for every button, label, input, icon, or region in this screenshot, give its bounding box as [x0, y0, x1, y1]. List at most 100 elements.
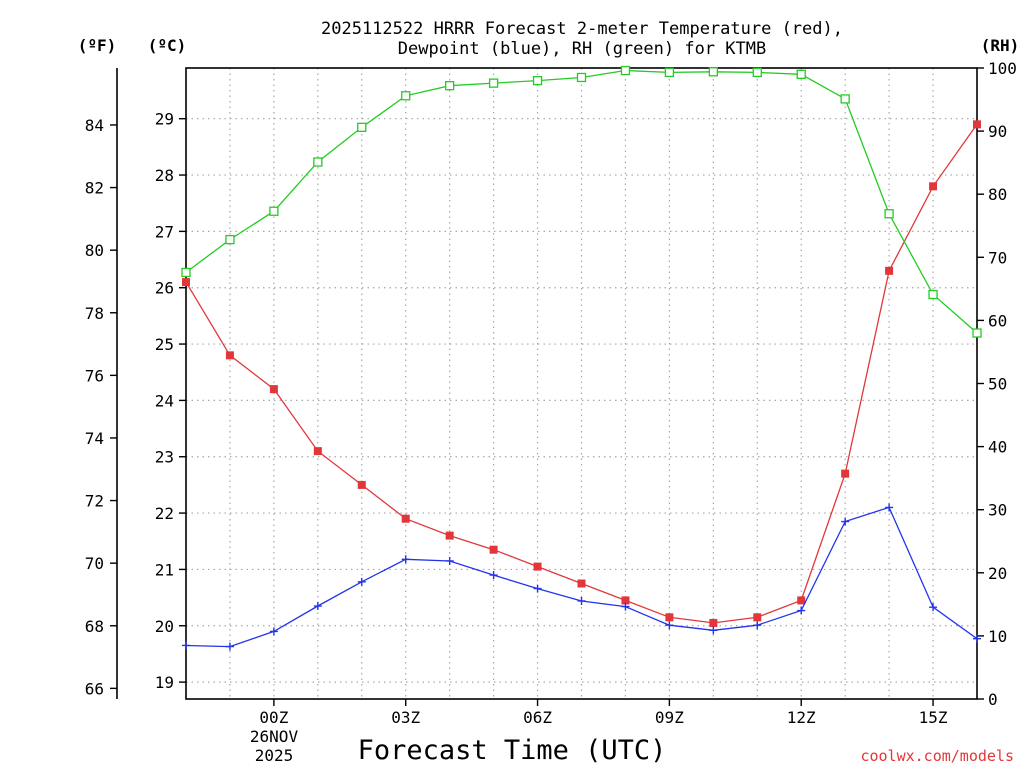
- temperature-point: [401, 514, 410, 523]
- dewpoint-point: [533, 584, 542, 593]
- rh-tick-label: 60: [988, 311, 1007, 330]
- x-tick-label: 09Z: [655, 708, 684, 727]
- fahrenheit-tick-label: 68: [85, 617, 104, 636]
- fahrenheit-tick-label: 72: [85, 492, 104, 511]
- temperature-point: [313, 447, 322, 456]
- temperature-point: [225, 351, 234, 360]
- axes: 66 68 70 72 74 76 78 80 82 84 19 20 21 22 23 24 25 26 27 28…: [85, 59, 1017, 727]
- celsius-tick-label: 25: [155, 335, 174, 354]
- rh-tick-label: 50: [988, 375, 1007, 394]
- x-tick-label: 12Z: [787, 708, 816, 727]
- celsius-tick-label: 22: [155, 504, 174, 523]
- rh-tick-label: 10: [988, 627, 1007, 646]
- rh-point: [576, 72, 587, 83]
- celsius-tick-label: 29: [155, 110, 174, 129]
- dewpoint-point: [225, 642, 234, 651]
- rh-point: [884, 209, 894, 219]
- dewpoint-point: [753, 621, 762, 630]
- temperature-point: [533, 562, 542, 571]
- rh-point: [664, 67, 675, 78]
- dewpoint-point: [357, 577, 366, 586]
- x-tick-label: 03Z: [391, 708, 420, 727]
- chart-title-line-1: 2025112522 HRRR Forecast 2-meter Tempera…: [321, 19, 843, 39]
- fahrenheit-unit-label: (ºF): [78, 36, 117, 55]
- dewpoint-point: [445, 556, 454, 565]
- temperature-point: [621, 596, 630, 605]
- fahrenheit-tick-label: 74: [85, 429, 104, 448]
- fahrenheit-tick-label: 78: [85, 304, 104, 323]
- rh-point: [972, 328, 982, 338]
- temperature-point: [929, 182, 938, 191]
- rh-point: [401, 91, 411, 101]
- rh-tick-label: 90: [988, 122, 1007, 141]
- dewpoint-point: [841, 517, 850, 526]
- fahrenheit-tick-label: 76: [85, 366, 104, 385]
- temperature-point: [357, 480, 366, 489]
- rh-tick-label: 80: [988, 185, 1007, 204]
- celsius-tick-label: 26: [155, 279, 174, 298]
- fahrenheit-tick-label: 82: [85, 179, 104, 198]
- rh-point: [269, 206, 279, 216]
- x-tick-label: 06Z: [523, 708, 552, 727]
- rh-point: [752, 67, 762, 78]
- rh-point: [796, 69, 806, 79]
- dewpoint-point: [489, 571, 498, 580]
- celsius-tick-label: 20: [155, 617, 174, 636]
- rh-point: [357, 122, 367, 132]
- rh-point: [488, 78, 499, 88]
- celsius-tick-label: 28: [155, 166, 174, 185]
- temperature-point: [753, 613, 762, 622]
- dewpoint-point: [401, 555, 410, 564]
- dewpoint-point: [665, 621, 674, 630]
- dewpoint-point: [929, 603, 938, 612]
- rh-point: [928, 289, 938, 300]
- celsius-tick-label: 24: [155, 391, 174, 410]
- dewpoint-point: [313, 602, 322, 611]
- celsius-unit-label: (ºC): [148, 36, 187, 55]
- dewpoint-point: [577, 596, 586, 605]
- temperature-point: [709, 618, 718, 627]
- fahrenheit-tick-label: 70: [85, 554, 104, 573]
- temperature-point: [577, 579, 586, 588]
- rh-point: [620, 65, 631, 76]
- dewpoint-point: [973, 634, 981, 643]
- temperature-point: [797, 596, 806, 605]
- rh-point: [313, 157, 323, 167]
- rh-point: [181, 267, 191, 278]
- rh-tick-label: 0: [988, 690, 998, 709]
- dewpoint-point: [269, 627, 278, 636]
- celsius-tick-label: 19: [155, 673, 174, 692]
- temperature-point: [445, 531, 454, 540]
- date-label-day: 26NOV: [250, 727, 299, 746]
- rh-point: [225, 234, 235, 245]
- rh-point: [445, 81, 455, 91]
- rh-tick-label: 70: [988, 248, 1007, 267]
- temperature-point: [665, 613, 674, 622]
- data-series: [181, 65, 982, 651]
- rh-point: [532, 75, 543, 86]
- celsius-tick-label: 23: [155, 448, 174, 467]
- gridlines: [186, 68, 977, 699]
- x-axis-title: Forecast Time (UTC): [358, 735, 667, 766]
- rh-tick-label: 30: [988, 501, 1007, 520]
- x-tick-label: 15Z: [919, 708, 948, 727]
- temperature-point: [973, 120, 981, 129]
- rh-tick-label: 40: [988, 438, 1007, 457]
- x-tick-label: 00Z: [259, 708, 288, 727]
- temperature-point: [489, 545, 498, 554]
- rh-point: [708, 67, 718, 77]
- chart-title-line-2: Dewpoint (blue), RH (green) for KTMB: [398, 39, 766, 59]
- dewpoint-point: [885, 503, 894, 512]
- rh-tick-label: 100: [988, 59, 1017, 78]
- temperature-point: [885, 266, 894, 275]
- credit-text: coolwx.com/models: [860, 747, 1014, 765]
- celsius-tick-label: 27: [155, 222, 174, 241]
- fahrenheit-tick-label: 84: [85, 116, 104, 135]
- rh-unit-label: (RH): [981, 36, 1020, 55]
- dewpoint-point: [621, 602, 630, 611]
- fahrenheit-tick-label: 80: [85, 241, 104, 260]
- temperature-point: [182, 278, 190, 287]
- temperature-point: [269, 385, 278, 394]
- temperature-line: [185, 123, 978, 624]
